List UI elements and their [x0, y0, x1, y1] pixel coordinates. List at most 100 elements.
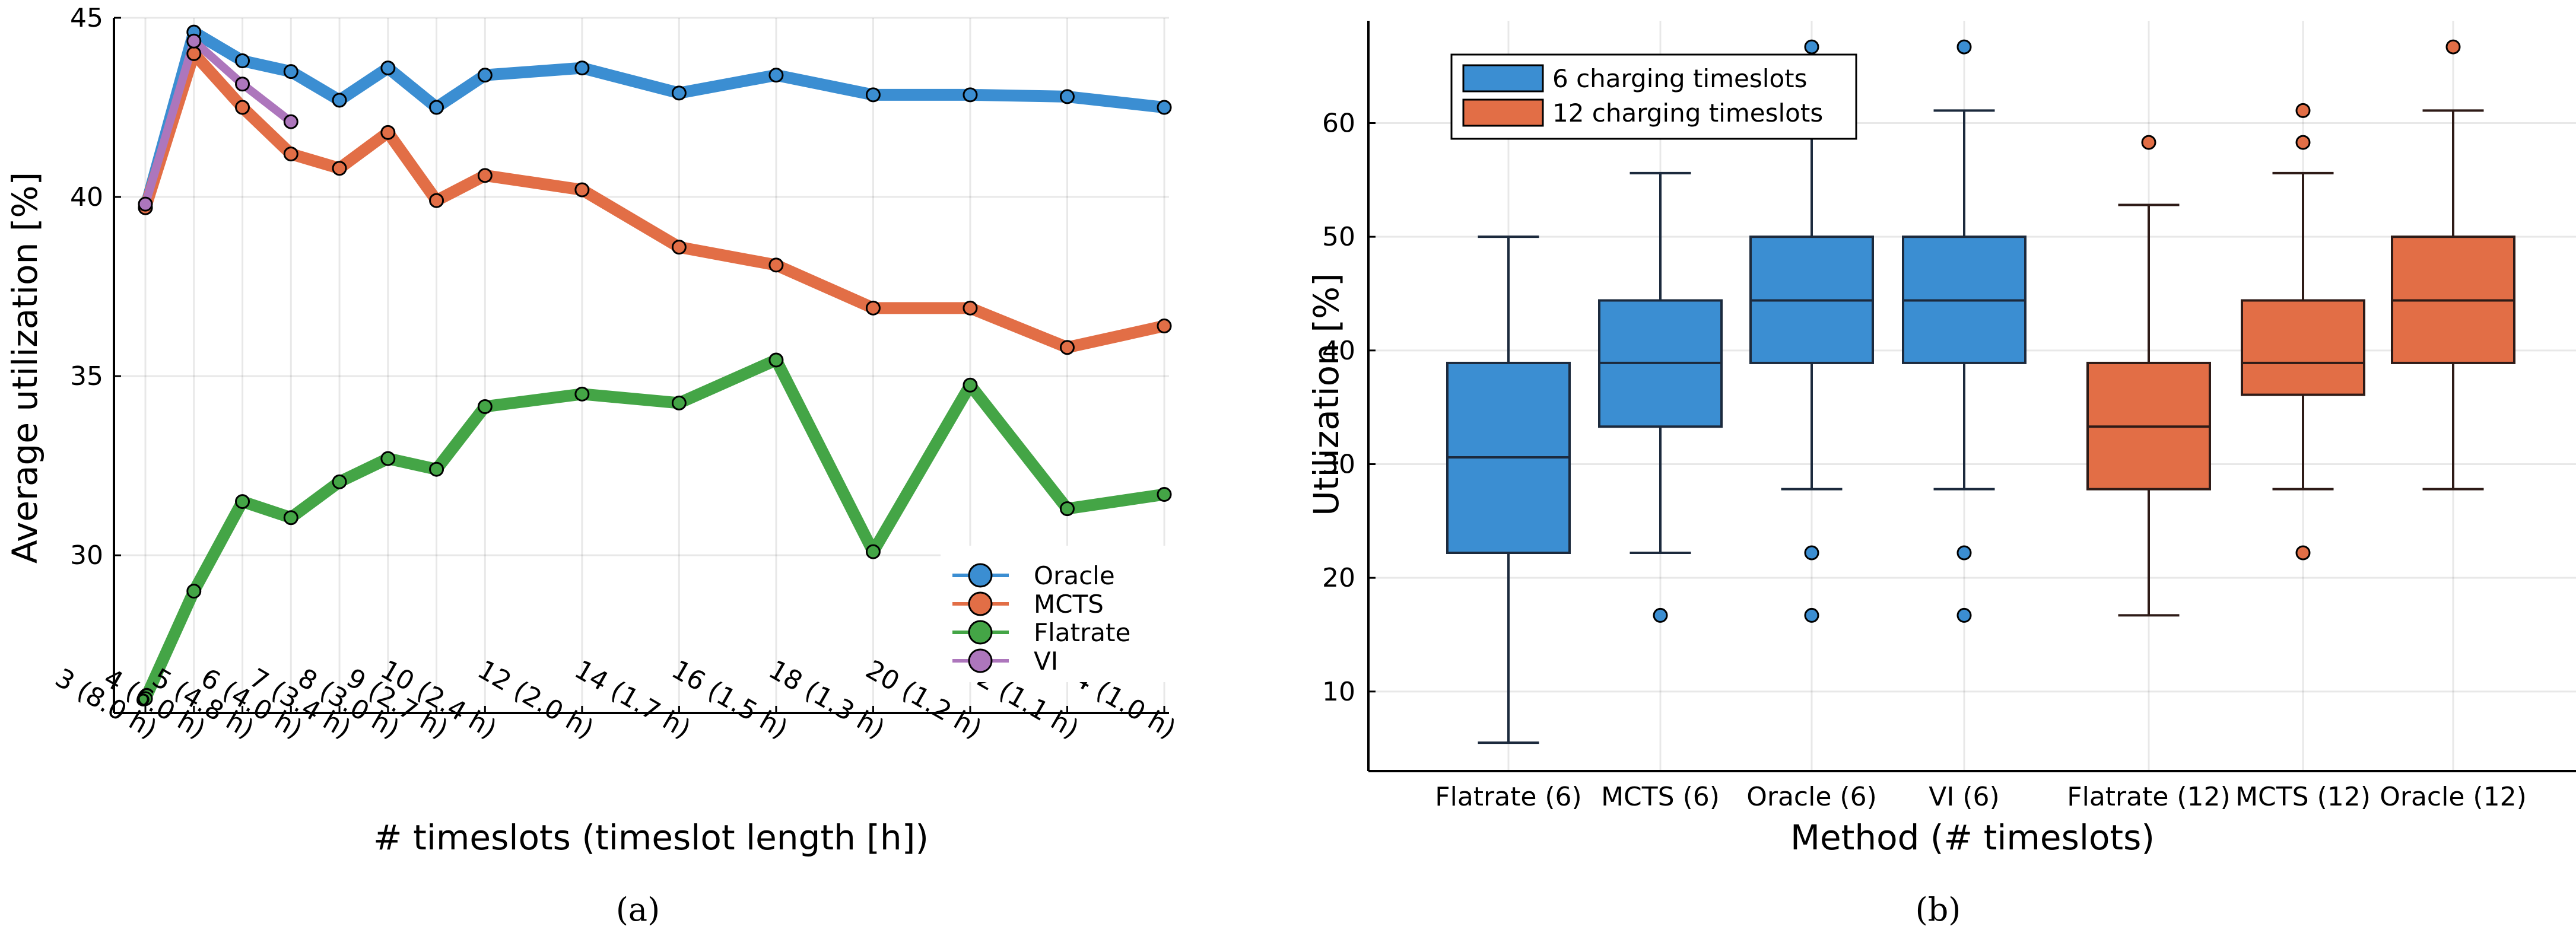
data-point-mcts	[574, 182, 590, 198]
data-point-flatrate	[768, 352, 784, 368]
outlier-point	[2295, 135, 2311, 150]
panel-b-legend: 6 charging timeslots 12 charging timeslot…	[1450, 53, 1857, 140]
series-line-oracle	[139, 26, 1170, 214]
data-point-flatrate	[1157, 486, 1172, 502]
data-point-mcts	[477, 168, 493, 183]
panel-b-x-tick-label: Flatrate (6)	[1435, 782, 1581, 812]
data-point-mcts	[671, 240, 687, 255]
data-point-mcts	[1157, 319, 1172, 334]
data-point-flatrate	[963, 377, 978, 393]
data-point-oracle	[429, 100, 444, 115]
legend-marker-flatrate	[968, 620, 993, 645]
data-point-mcts	[963, 300, 978, 316]
data-point-flatrate	[332, 474, 347, 489]
panel-a-caption: (a)	[616, 891, 660, 928]
outlier-point	[2295, 545, 2311, 561]
data-point-oracle	[671, 85, 687, 101]
outlier-point	[1653, 607, 1668, 623]
data-point-oracle	[235, 53, 250, 68]
data-point-flatrate	[138, 691, 153, 706]
panel-b-y-tick-label: 50	[1322, 222, 1355, 252]
panel-b-x-tick-label: MCTS (12)	[2235, 782, 2371, 812]
panel-a-y-tick-label: 35	[70, 361, 103, 391]
data-point-mcts	[1059, 340, 1075, 355]
data-point-oracle	[768, 68, 784, 83]
data-point-flatrate	[186, 584, 202, 599]
data-point-mcts	[283, 147, 298, 162]
panel-b-y-tick-label: 30	[1322, 450, 1355, 480]
legend-marker-oracle	[968, 563, 993, 588]
panel-a-y-tick-label: 30	[70, 540, 103, 571]
outlier-point	[1804, 545, 1819, 561]
box-vi-6	[1902, 39, 2027, 623]
iqr-box	[2241, 299, 2365, 396]
legend-label-6-charging-timeslots: 6 charging timeslots	[1552, 64, 1808, 93]
data-point-vi	[283, 114, 298, 129]
data-point-mcts	[235, 100, 250, 115]
data-point-flatrate	[380, 451, 396, 466]
panel-a-y-tick-label: 40	[70, 182, 103, 212]
panel-b-y-tick-label: 10	[1322, 677, 1355, 707]
data-point-oracle	[865, 87, 881, 103]
panel-b-axes: 10 20 30 40 50 60 Flatrate (6) MCTS (6) Oracle (…	[1322, 21, 2576, 812]
panel-a-line-chart: 3 (8.0 h)4 (6.0 h)5 (4.8 h)6 (4.0 h)7 (3…	[5, 3, 1181, 928]
panel-b-y-axis-title: Utilization [%]	[1306, 273, 1346, 515]
legend-swatch-6-charging-timeslots	[1462, 64, 1544, 93]
box-mcts-6	[1598, 171, 1723, 623]
outlier-point	[1956, 545, 1972, 561]
data-point-flatrate	[283, 510, 298, 526]
panel-b-caption: (b)	[1916, 891, 1961, 928]
data-point-mcts	[380, 125, 396, 140]
data-point-mcts	[865, 300, 881, 316]
panel-b-x-tick-label: Flatrate (12)	[2067, 782, 2230, 812]
legend-label-vi: VI	[1034, 647, 1058, 676]
data-point-oracle	[332, 93, 347, 108]
data-point-oracle	[963, 87, 978, 103]
data-point-vi	[235, 77, 250, 92]
data-point-mcts	[186, 46, 202, 61]
legend-swatch-12-charging-timeslots	[1462, 98, 1544, 127]
data-point-flatrate	[574, 386, 590, 402]
legend-marker-vi	[968, 648, 993, 673]
legend-label-mcts: MCTS	[1034, 590, 1104, 619]
box-flatrate-12	[2086, 135, 2211, 617]
panel-a-y-tick-label: 45	[70, 3, 103, 33]
legend-label-12-charging-timeslots: 12 charging timeslots	[1552, 98, 1823, 128]
data-point-oracle	[1059, 89, 1075, 104]
outlier-point	[2295, 103, 2311, 118]
data-point-flatrate	[429, 461, 444, 477]
box-oracle-12	[2391, 39, 2515, 491]
data-point-flatrate	[1059, 501, 1075, 517]
series-line-vi	[141, 37, 296, 209]
data-point-mcts	[429, 193, 444, 208]
data-point-flatrate	[235, 494, 250, 510]
outlier-point	[1804, 607, 1819, 623]
panel-b-x-tick-label: Oracle (12)	[2380, 782, 2526, 812]
box-flatrate-6	[1446, 235, 1571, 744]
data-point-oracle	[380, 61, 396, 76]
panel-b-x-tick-label: Oracle (6)	[1746, 782, 1876, 812]
legend-label-oracle: Oracle	[1034, 561, 1115, 590]
panel-b-x-tick-label: MCTS (6)	[1601, 782, 1720, 812]
outlier-point	[2141, 135, 2156, 150]
data-point-vi	[138, 196, 153, 212]
data-point-oracle	[574, 61, 590, 76]
outlier-point	[1956, 607, 1972, 623]
legend-label-flatrate: Flatrate	[1034, 618, 1130, 647]
outlier-point	[1956, 39, 1972, 55]
panel-b-y-tick-label: 60	[1322, 109, 1355, 139]
panel-b-x-tick-label: VI (6)	[1929, 782, 1999, 812]
data-point-mcts	[768, 257, 784, 273]
data-point-flatrate	[477, 399, 493, 414]
data-point-flatrate	[865, 544, 881, 559]
data-point-vi	[186, 33, 202, 49]
legend-marker-mcts	[968, 591, 993, 616]
box-mcts-12	[2241, 103, 2365, 561]
data-point-oracle	[1157, 100, 1172, 115]
data-point-mcts	[332, 161, 347, 176]
panel-a-x-axis-title: # timeslots (timeslot length [h])	[373, 817, 929, 858]
data-point-flatrate	[671, 395, 687, 410]
panel-b-y-tick-label: 40	[1322, 336, 1355, 366]
